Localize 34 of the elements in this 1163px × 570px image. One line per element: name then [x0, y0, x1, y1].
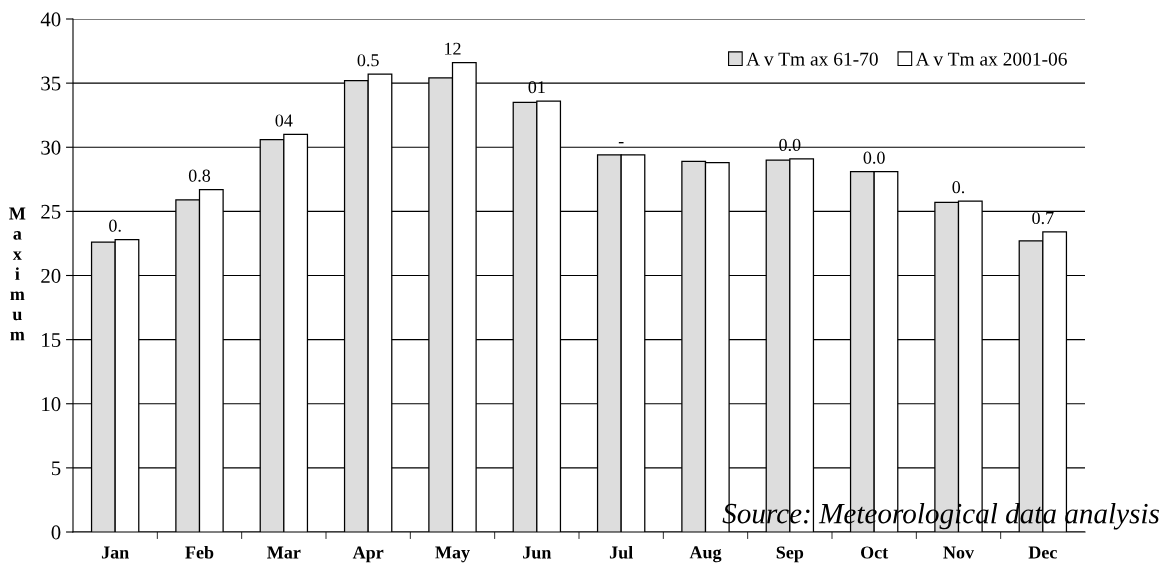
annotation: 01 [528, 81, 545, 94]
x-tick-label: Jan [101, 546, 129, 559]
y-tick-label: 30 [41, 140, 61, 155]
y-tick-label: 20 [41, 268, 61, 283]
annotation: 12 [445, 42, 461, 55]
y-tick-label: 15 [42, 333, 61, 348]
y-tick-label: 0 [51, 525, 61, 540]
x-tick-label: Jul [609, 545, 633, 559]
annotation: - [618, 142, 624, 144]
y-tick-label: 40 [40, 12, 61, 27]
annotation: 0.0 [863, 151, 885, 164]
x-tick-label: Oct [861, 546, 889, 559]
y-tick-label: 10 [42, 397, 61, 412]
y-tick-label: 5 [51, 461, 61, 476]
annotation: 0.8 [188, 169, 211, 182]
annotation: 0.5 [357, 54, 379, 67]
x-tick-label: Feb [185, 545, 214, 559]
annotation: 0. [109, 219, 121, 232]
y-axis-title: Maximum [9, 207, 26, 341]
x-tick-label: Sep [776, 546, 804, 563]
x-tick-label: Dec [1028, 546, 1057, 559]
legend-label: A v Tm ax 61-70 [746, 52, 878, 66]
x-tick-label: Jun [523, 546, 552, 559]
x-tick-label: Mar [267, 546, 301, 559]
annotation: 0. [952, 181, 965, 194]
annotation: 0.7 [1032, 211, 1054, 225]
x-tick-label: Nov [943, 546, 975, 559]
y-tick-label: 25 [41, 204, 61, 219]
x-tick-label: May [435, 546, 470, 563]
x-tick-label: Aug [689, 546, 722, 563]
x-tick-label: Apr [352, 546, 384, 563]
y-tick-label: 35 [41, 76, 61, 91]
legend-label: A v Tm ax 2001-06 [915, 52, 1067, 66]
annotation: 04 [275, 114, 293, 127]
